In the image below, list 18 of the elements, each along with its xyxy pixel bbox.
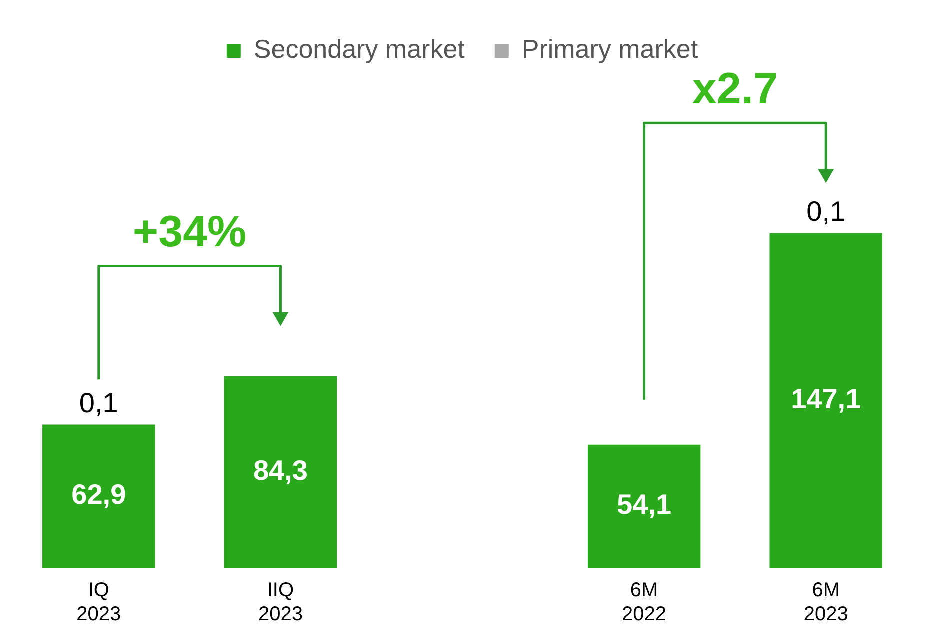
data-label: 147,1 xyxy=(791,383,862,414)
legend-label: Secondary market xyxy=(254,34,466,64)
x-tick-label: 6M 2022 xyxy=(622,580,667,626)
x-tick-label: IQ 2023 xyxy=(76,580,122,626)
bar xyxy=(42,424,156,568)
legend-label: Primary market xyxy=(522,34,699,64)
x-tick-label: 6M 2023 xyxy=(804,580,848,626)
annotation: +34% xyxy=(132,207,247,256)
data-label: 0,1 xyxy=(806,196,846,227)
data-label: 62,9 xyxy=(72,479,126,510)
text: x2.7 xyxy=(692,64,778,114)
x-tick-label: IIQ 2023 xyxy=(258,580,303,626)
data-label: 0,1 xyxy=(79,387,118,418)
data-label: 84,3 xyxy=(253,454,308,486)
bar xyxy=(770,233,882,568)
bar xyxy=(588,444,701,568)
bar xyxy=(224,376,338,568)
data-label: 54,1 xyxy=(617,489,672,520)
